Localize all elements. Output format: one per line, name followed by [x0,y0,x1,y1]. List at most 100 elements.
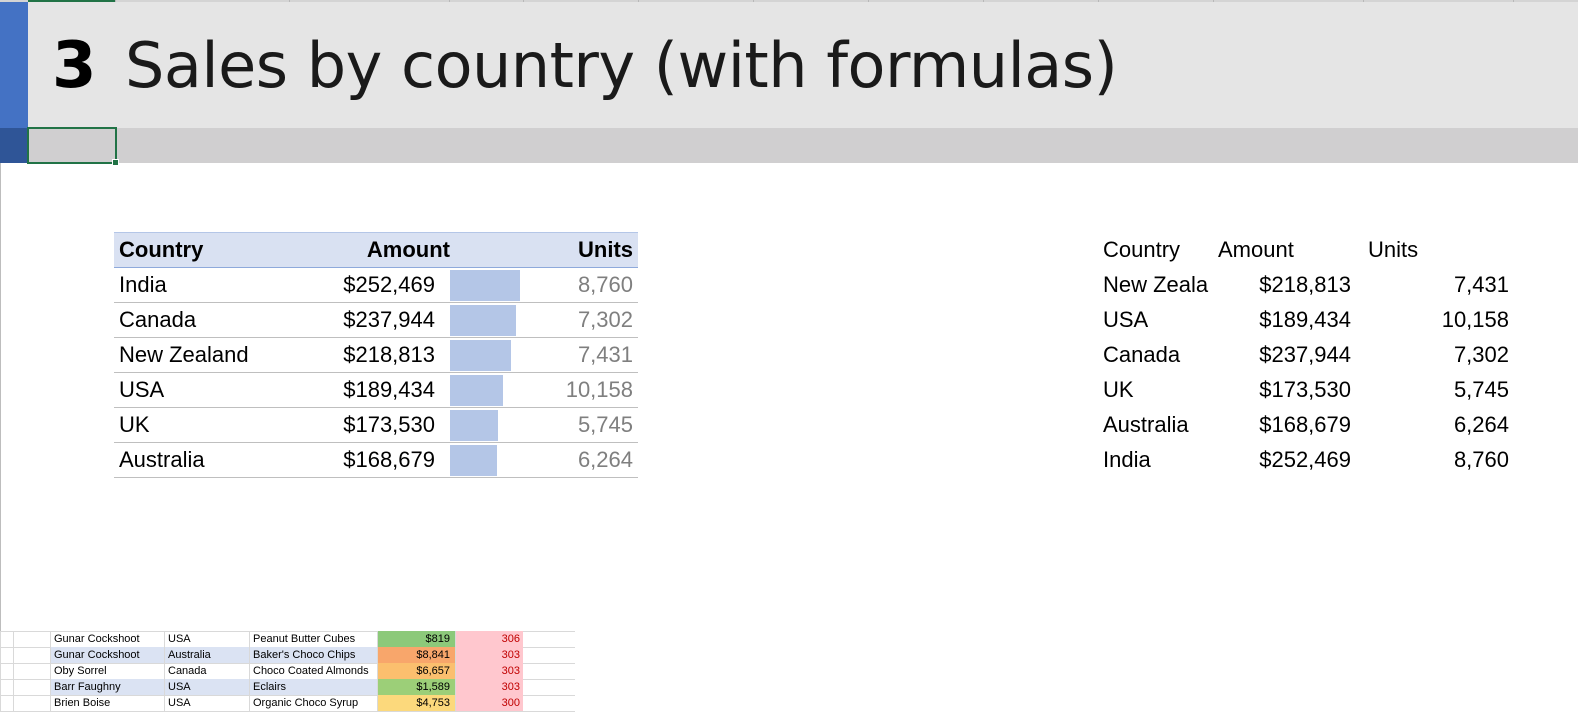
column-divider[interactable] [868,0,869,3]
column-divider[interactable] [753,0,754,3]
table-row: USA $189,434 10,158 [114,373,638,408]
plain-table-row: India $252,469 8,760 [1103,442,1513,477]
plain-cell-amount[interactable]: $237,944 [1259,342,1351,367]
table-row: New Zealand $218,813 7,431 [114,338,638,373]
cell-country[interactable]: New Zealand [119,342,249,367]
row-gutter [13,647,50,663]
plain-header-amount[interactable]: Amount [1218,237,1294,262]
table-row: UK $173,530 5,745 [114,408,638,443]
plain-cell-amount[interactable]: $252,469 [1259,447,1351,472]
column-divider[interactable] [983,0,984,3]
cell-amount[interactable]: $252,469 [343,272,435,297]
row-gutter [13,679,50,695]
table-row: Barr Faughny USA Eclairs $1,589 303 [0,679,575,696]
plain-header-country[interactable]: Country [1103,237,1181,262]
cell-amount[interactable]: $1,589 [377,679,455,695]
column-divider[interactable] [289,0,290,3]
column-divider[interactable] [115,0,116,3]
plain-cell-units[interactable]: 8,760 [1453,447,1509,472]
table-row: Australia $168,679 6,264 [114,443,638,478]
cell-units[interactable]: 303 [455,679,523,695]
column-divider[interactable] [638,0,639,3]
plain-cell-units[interactable]: 6,264 [1453,412,1509,437]
cell-amount[interactable]: $168,679 [343,447,435,472]
column-divider[interactable] [449,0,450,3]
cell-country[interactable]: Canada [164,663,249,679]
cell-country[interactable]: USA [164,631,249,647]
cell-units[interactable]: 303 [455,663,523,679]
cell-country[interactable]: India [119,272,167,297]
cell-units[interactable]: 5,745 [577,412,633,437]
cell-units[interactable]: 6,264 [577,447,633,472]
column-divider[interactable] [523,0,524,3]
active-cell[interactable] [27,127,117,164]
cell-name[interactable]: Barr Faughny [50,679,164,695]
row-gutter [13,695,50,711]
cell-country[interactable]: UK [119,412,150,437]
cell-name[interactable]: Gunar Cockshoot [50,631,164,647]
row-gutter [0,663,13,679]
cell-name[interactable]: Oby Sorrel [50,663,164,679]
plain-cell-units[interactable]: 7,431 [1453,272,1509,297]
cell-units[interactable]: 7,431 [577,342,633,367]
cell-amount[interactable]: $819 [377,631,455,647]
plain-cell-units[interactable]: 5,745 [1453,377,1509,402]
cell-amount[interactable]: $189,434 [343,377,435,402]
cell-product[interactable]: Baker's Choco Chips [249,647,377,663]
table-header-row: Country Amount Units [114,232,638,268]
plain-cell-amount[interactable]: $218,813 [1259,272,1351,297]
header-amount[interactable]: Amount [366,237,450,262]
cell-name[interactable]: Brien Boise [50,695,164,711]
cell-amount[interactable]: $4,753 [377,695,455,711]
cell-product[interactable]: Organic Choco Syrup [249,695,377,711]
cell-units[interactable]: 10,158 [565,377,633,402]
cell-amount[interactable]: $173,530 [343,412,435,437]
plain-cell-country[interactable]: India [1103,447,1151,472]
cell-amount[interactable]: $6,657 [377,663,455,679]
plain-cell-country[interactable]: Canada [1103,342,1181,367]
plain-cell-amount[interactable]: $173,530 [1259,377,1351,402]
plain-cell-amount[interactable]: $189,434 [1259,307,1351,332]
cell-country[interactable]: USA [119,377,165,402]
cell-amount[interactable]: $237,944 [343,307,435,332]
plain-cell-country[interactable]: USA [1103,307,1149,332]
source-data-strip: Gunar Cockshoot USA Peanut Butter Cubes $81… [0,629,580,712]
column-divider[interactable] [1213,0,1214,3]
header-units[interactable]: Units [578,237,633,262]
cell-country[interactable]: Canada [119,307,197,332]
amount-data-bar [450,410,498,441]
cell-country[interactable]: USA [164,679,249,695]
fill-handle[interactable] [112,159,119,166]
plain-table-row: USA $189,434 10,158 [1103,302,1513,337]
table-row: Gunar Cockshoot USA Peanut Butter Cubes $81… [0,631,575,648]
cell-units[interactable]: 8,760 [577,272,633,297]
cell-product[interactable]: Peanut Butter Cubes [249,631,377,647]
cell-units[interactable]: 7,302 [577,307,633,332]
cell-units[interactable]: 300 [455,695,523,711]
cell-units[interactable]: 303 [455,647,523,663]
plain-cell-units[interactable]: 7,302 [1453,342,1509,367]
cell-name[interactable]: Gunar Cockshoot [50,647,164,663]
plain-cell-country[interactable]: UK [1103,377,1134,402]
cell-product[interactable]: Choco Coated Almonds [249,663,377,679]
page-title: Sales by country (with formulas) [125,29,1118,102]
column-divider[interactable] [1098,0,1099,3]
plain-header-units[interactable]: Units [1368,237,1419,262]
cell-amount[interactable]: $218,813 [343,342,435,367]
cell-country[interactable]: Australia [164,647,249,663]
column-divider[interactable] [1513,0,1514,3]
cell-units[interactable]: 306 [455,631,523,647]
cell-country[interactable]: Australia [119,447,205,472]
plain-cell-country[interactable]: New Zeala [1103,272,1209,297]
row-gutter [0,695,13,711]
cell-country[interactable]: USA [164,695,249,711]
cell-product[interactable]: Eclairs [249,679,377,695]
plain-cell-country[interactable]: Australia [1103,412,1189,437]
header-country[interactable]: Country [119,237,204,262]
cell-amount[interactable]: $8,841 [377,647,455,663]
plain-cell-amount[interactable]: $168,679 [1259,412,1351,437]
plain-cell-units[interactable]: 10,158 [1441,307,1509,332]
list-item [0,629,575,632]
amount-data-bar [450,445,497,476]
column-divider[interactable] [1363,0,1364,3]
